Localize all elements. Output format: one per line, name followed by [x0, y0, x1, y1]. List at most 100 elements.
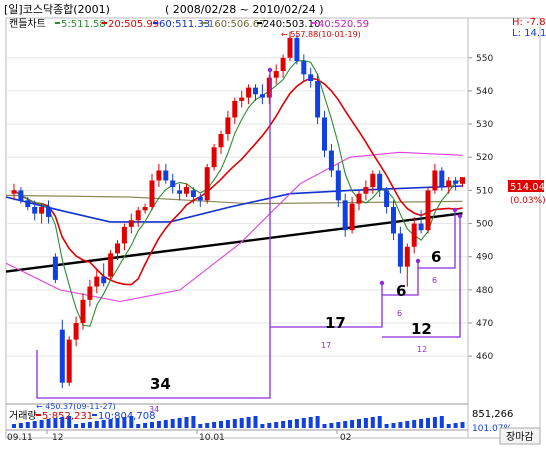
low-annotation: ← 450.37(09-11-27) [36, 402, 116, 411]
volume-bar-41 [294, 419, 299, 428]
y-tick-490: 490 [476, 253, 493, 263]
volume-bar-0 [12, 424, 16, 428]
candle-12 [94, 269, 100, 294]
candle-34 [246, 84, 252, 105]
volume-bar-10 [81, 423, 85, 428]
candle-0 [11, 183, 17, 201]
svg-text:160:506.67: 160:506.67 [208, 19, 265, 30]
volume-bar-55 [391, 423, 396, 428]
candle-48 [342, 193, 348, 237]
volume-bar-65 [460, 422, 465, 428]
market-close-button[interactable] [499, 427, 541, 445]
volume-bar-16 [122, 417, 127, 428]
legend-ma5: 5:511.58 [55, 19, 106, 30]
candle-56 [397, 226, 403, 274]
volume-bar-5 [46, 419, 51, 428]
high-annotation: ← 557.88(10-01-19) [281, 30, 361, 39]
volume-bar-57 [405, 421, 410, 428]
candle-21 [156, 163, 162, 188]
volume-bar-21 [156, 421, 161, 428]
volume-bar-22 [163, 420, 168, 428]
candle-65 [460, 177, 465, 188]
candle-38 [273, 64, 279, 85]
candle-60 [425, 187, 431, 234]
volume-bar-53 [377, 416, 382, 428]
count-17: 17 [325, 314, 346, 332]
candle-59 [418, 210, 424, 234]
volume-bar-52 [370, 417, 375, 428]
candle-61 [432, 163, 438, 194]
candle-51 [363, 180, 369, 201]
x-tick-1001: 10.01 [199, 433, 225, 443]
volume-bars [12, 416, 465, 428]
legend-ma20: 20:505.99 [102, 19, 159, 30]
volume-bar-47 [336, 422, 341, 428]
volume-bar-62 [439, 416, 444, 428]
candle-13 [101, 263, 107, 287]
candle-22 [163, 163, 169, 184]
y-tick-480: 480 [476, 286, 493, 296]
candle-39 [280, 54, 286, 78]
ma160-line [5, 194, 463, 205]
svg-text:5:511.58: 5:511.58 [61, 19, 106, 30]
candle-15 [115, 240, 120, 261]
legend-ma160: 160:506.67 [202, 19, 265, 30]
candle-30 [218, 130, 224, 154]
svg-text:60:511.33: 60:511.33 [159, 19, 210, 30]
y-tick-500: 500 [476, 220, 493, 230]
volume-bar-49 [350, 420, 355, 428]
moving-average-lines [5, 59, 463, 327]
volume-bar-19 [143, 423, 148, 428]
candle-18 [135, 206, 141, 227]
volume-bar-35 [253, 416, 258, 428]
x-tick-02: 02 [340, 433, 351, 443]
volume-bar-15 [115, 418, 120, 428]
candle-25 [184, 183, 189, 198]
y-tick-550: 550 [476, 54, 493, 64]
grid-lines [6, 57, 468, 357]
current-price-box [508, 180, 544, 192]
candle-64 [453, 177, 459, 191]
count-17-small: 17 [321, 341, 331, 350]
candle-41 [294, 34, 300, 65]
volume-bar-11 [87, 422, 92, 428]
candle-29 [211, 143, 217, 171]
candle-10 [80, 293, 86, 330]
y-axis: 460 470 480 490 500 510 520 530 540 550 [468, 54, 493, 362]
volume-bar-28 [205, 423, 210, 428]
count-34-small: 34 [149, 405, 159, 414]
volume-bar-24 [177, 418, 182, 428]
cycle-markers [267, 67, 463, 286]
volume-bar-2 [25, 422, 30, 428]
candle-45 [322, 110, 327, 158]
count-34: 34 [150, 375, 171, 393]
candle-9 [73, 316, 79, 347]
x-tick-0911: 09.11 [7, 433, 33, 443]
candle-58 [411, 216, 417, 254]
volume-bar-6 [53, 418, 58, 428]
candlesticks [11, 31, 465, 389]
y-tick-510: 510 [476, 186, 493, 196]
volume-bar-18 [136, 424, 141, 428]
legend-ma60: 60:511.33 [153, 19, 210, 30]
volume-bar-46 [329, 423, 334, 428]
volume-bar-31 [225, 420, 230, 428]
y-tick-470: 470 [476, 319, 493, 329]
volume-bar-27 [198, 424, 203, 428]
candle-33 [239, 90, 245, 108]
volume-bar-63 [446, 424, 451, 428]
volume-value: 851,266 [472, 409, 513, 420]
candle-26 [190, 187, 196, 204]
candle-19 [142, 203, 148, 214]
candle-5 [46, 200, 51, 224]
volume-bar-38 [274, 422, 279, 428]
candle-20 [149, 173, 155, 211]
candle-32 [232, 97, 238, 125]
volume-bar-64 [453, 423, 458, 428]
volume-legend-5: 5:852,231 [36, 411, 93, 422]
volume-bar-26 [191, 416, 196, 428]
candle-36 [259, 84, 265, 105]
y-tick-460: 460 [476, 352, 493, 362]
candle-17 [128, 213, 134, 234]
ma20-line [13, 77, 463, 286]
